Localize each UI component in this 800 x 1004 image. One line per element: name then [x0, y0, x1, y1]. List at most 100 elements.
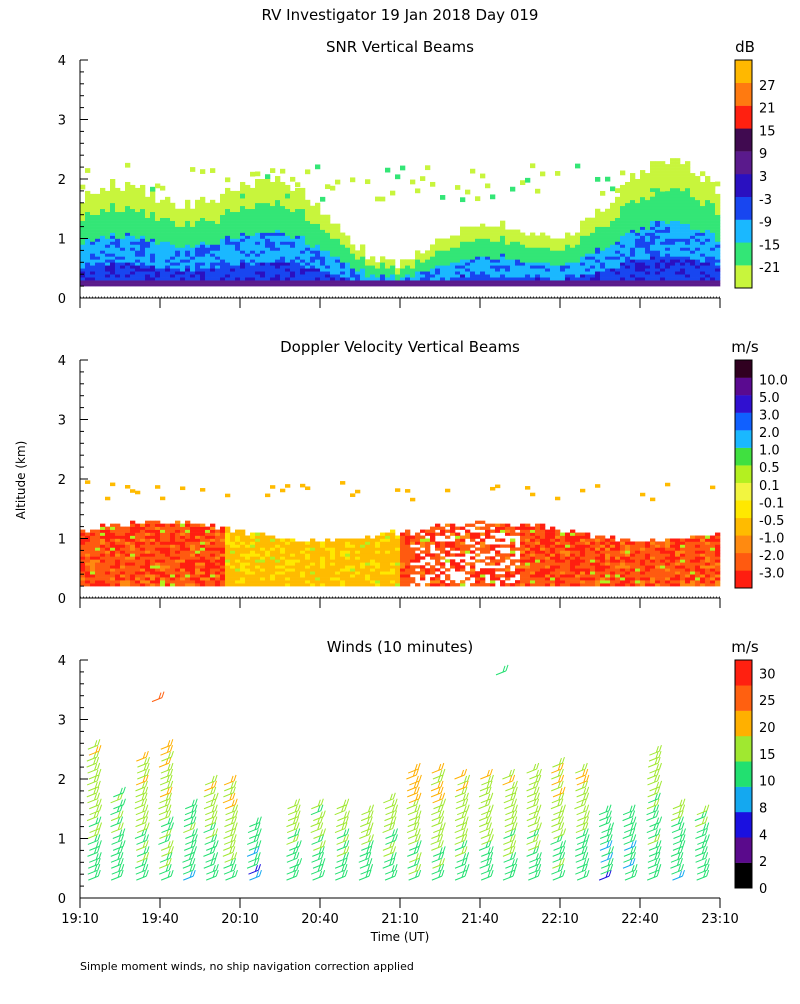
heatmap-cell: [265, 247, 270, 250]
heatmap-cell: [195, 224, 200, 227]
heatmap-cell: [80, 577, 85, 580]
heatmap-cell: [210, 565, 215, 568]
heatmap-cell: [250, 277, 255, 280]
heatmap-cell: [670, 173, 675, 176]
heatmap-cell: [130, 556, 135, 559]
heatmap-cell: [620, 259, 625, 262]
heatmap-cell: [270, 556, 275, 559]
heatmap-cell: [315, 247, 320, 250]
heatmap-cell: [680, 200, 685, 203]
heatmap-cell: [305, 244, 310, 247]
heatmap-cell: [610, 233, 615, 236]
heatmap-cell: [295, 218, 300, 221]
heatmap-cell: [195, 218, 200, 221]
heatmap-cell: [85, 265, 90, 268]
heatmap-cell: [475, 236, 480, 239]
heatmap-cell: [305, 574, 310, 577]
heatmap-cell: [345, 265, 350, 268]
heatmap-cell: [160, 206, 165, 209]
heatmap-cell: [115, 544, 120, 547]
heatmap-cell: [485, 277, 490, 280]
heatmap-cell: [460, 527, 465, 530]
heatmap-cell: [150, 200, 155, 203]
heatmap-cell: [385, 556, 390, 559]
heatmap-cell: [495, 253, 500, 256]
heatmap-cell: [670, 271, 675, 274]
heatmap-cell: [470, 253, 475, 256]
heatmap-cell: [100, 536, 105, 539]
heatmap-cell: [165, 533, 170, 536]
heatmap-cell: [175, 259, 180, 262]
heatmap-cell: [660, 283, 665, 286]
heatmap-cell: [490, 544, 495, 547]
heatmap-cell: [170, 209, 175, 212]
heatmap-cell: [445, 541, 450, 544]
heatmap-cell: [90, 271, 95, 274]
heatmap-cell: [240, 259, 245, 262]
heatmap-cell: [255, 236, 260, 239]
heatmap-cell: [675, 206, 680, 209]
heatmap-cell: [690, 203, 695, 206]
heatmap-cell: [560, 239, 565, 242]
heatmap-cell: [120, 530, 125, 533]
heatmap-cell: [100, 188, 105, 191]
heatmap-cell: [245, 568, 250, 571]
heatmap-cell: [665, 262, 670, 265]
heatmap-cell: [380, 256, 385, 259]
heatmap-cell: [315, 553, 320, 556]
heatmap-cell: [280, 218, 285, 221]
heatmap-cell: [140, 580, 145, 583]
heatmap-cell: [315, 568, 320, 571]
heatmap-cell: [600, 221, 605, 224]
heatmap-cell: [330, 268, 335, 271]
heatmap-cell: [120, 241, 125, 244]
heatmap-cell: [700, 277, 705, 280]
heatmap-cell: [270, 247, 275, 250]
heatmap-cell: [675, 188, 680, 191]
heatmap-cell: [145, 533, 150, 536]
heatmap-cell: [370, 265, 375, 268]
heatmap-cell: [700, 227, 705, 230]
heatmap-cell: [555, 265, 560, 268]
heatmap-cell: [400, 550, 405, 553]
heatmap-cell: [595, 283, 600, 286]
heatmap-cell: [285, 203, 290, 206]
heatmap-cell: [630, 191, 635, 194]
heatmap-cell: [645, 209, 650, 212]
heatmap-cell: [105, 212, 110, 215]
heatmap-cell: [165, 241, 170, 244]
heatmap-cell: [225, 177, 230, 182]
heatmap-cell: [265, 239, 270, 242]
heatmap-cell: [250, 236, 255, 239]
heatmap-cell: [95, 259, 100, 262]
heatmap-cell: [695, 203, 700, 206]
heatmap-cell: [345, 268, 350, 271]
heatmap-cell: [590, 280, 595, 283]
heatmap-cell: [285, 274, 290, 277]
heatmap-cell: [220, 212, 225, 215]
heatmap-cell: [620, 239, 625, 242]
heatmap-cell: [595, 253, 600, 256]
heatmap-cell: [205, 227, 210, 230]
heatmap-cell: [230, 565, 235, 568]
heatmap-cell: [160, 574, 165, 577]
heatmap-cell: [500, 241, 505, 244]
heatmap-cell: [570, 241, 575, 244]
heatmap-cell: [485, 280, 490, 283]
heatmap-cell: [525, 280, 530, 283]
heatmap-cell: [650, 170, 655, 173]
heatmap-cell: [225, 565, 230, 568]
heatmap-cell: [660, 173, 665, 176]
heatmap-cell: [665, 164, 670, 167]
heatmap-cell: [255, 203, 260, 206]
heatmap-cell: [170, 250, 175, 253]
heatmap-cell: [680, 253, 685, 256]
heatmap-cell: [125, 194, 130, 197]
heatmap-cell: [260, 241, 265, 244]
heatmap-cell: [170, 259, 175, 262]
heatmap-cell: [710, 274, 715, 277]
heatmap-cell: [255, 200, 260, 203]
heatmap-cell: [210, 221, 215, 224]
heatmap-cell: [395, 544, 400, 547]
heatmap-cell: [390, 562, 395, 565]
